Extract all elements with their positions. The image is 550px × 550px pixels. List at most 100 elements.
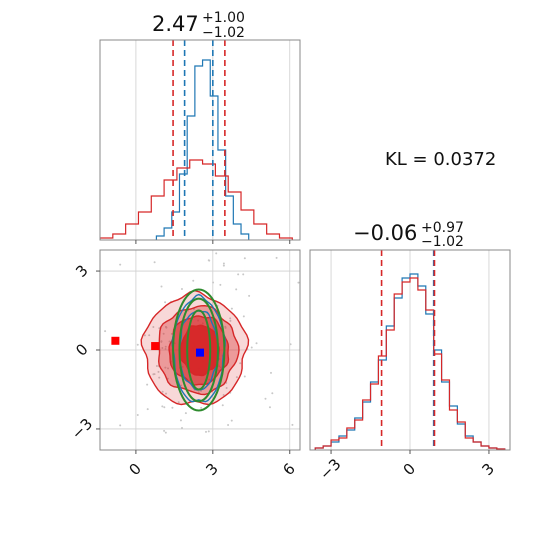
sample-point: [143, 334, 146, 337]
sample-point: [153, 373, 156, 376]
sample-point: [231, 237, 233, 239]
title-param1-median: 2.47: [152, 12, 199, 36]
sample-point: [207, 259, 210, 262]
sample-point: [269, 371, 272, 374]
sample-point: [222, 262, 225, 265]
sample-point: [181, 426, 184, 429]
sample-point: [227, 424, 230, 427]
sample-point: [180, 288, 183, 291]
sample-point: [250, 346, 253, 349]
sample-point: [157, 370, 160, 373]
sample-point: [146, 383, 149, 386]
sample-point: [289, 343, 292, 346]
sample-point: [168, 340, 171, 343]
sample-point: [164, 431, 167, 434]
marginal-histogram-param2: −3 0 3: [309, 249, 511, 483]
sample-point: [164, 345, 167, 348]
sample-point: [163, 406, 166, 409]
sample-point: [160, 285, 163, 288]
sample-point: [148, 334, 151, 337]
sample-point: [184, 412, 187, 415]
sample-point: [119, 263, 122, 266]
point-marker-0: [111, 336, 120, 345]
sample-point: [202, 451, 204, 453]
marginal-histogram-param1: [99, 39, 301, 244]
sample-point: [197, 391, 200, 394]
sample-point: [248, 294, 251, 297]
sample-point: [162, 332, 165, 335]
sample-point: [237, 273, 240, 276]
sample-point: [104, 330, 107, 333]
y-tick-label: 3: [72, 261, 91, 280]
sample-point: [242, 273, 245, 276]
sample-point: [136, 343, 139, 346]
sample-point: [255, 342, 258, 345]
sample-point: [235, 376, 238, 379]
y-tick-label: 0: [72, 340, 91, 359]
sample-point: [204, 430, 207, 433]
sample-point: [161, 347, 164, 350]
sample-point: [160, 340, 163, 343]
sample-point: [175, 184, 177, 186]
x-tick-label: 6: [279, 460, 298, 479]
sample-point: [163, 429, 166, 432]
title-param1-upper: +1.00: [202, 10, 245, 26]
x-tick-label: 0: [400, 460, 419, 479]
histogram-area: [314, 250, 506, 450]
sample-point: [232, 247, 234, 249]
sample-point: [229, 319, 232, 322]
histogram-area: [100, 40, 293, 240]
sample-point: [119, 424, 122, 427]
point-marker-2: [196, 348, 204, 357]
sample-point: [243, 257, 246, 260]
sample-point: [165, 326, 168, 329]
sample-point: [225, 387, 228, 390]
sample-point: [235, 288, 238, 291]
y-tick-label: −3: [68, 415, 96, 443]
sample-point: [155, 364, 158, 367]
title-param2-median: −0.06: [353, 221, 417, 245]
x-tick-label: 3: [202, 460, 221, 479]
x-tick-label: 0: [125, 460, 144, 479]
sample-point: [192, 279, 195, 282]
sample-point: [161, 405, 164, 408]
title-param2-lower: −1.02: [421, 234, 464, 250]
sample-point: [165, 392, 168, 395]
joint-contour-panel: 0 3 6 −3 0 3: [68, 184, 301, 479]
sample-point: [161, 390, 164, 393]
sample-point: [239, 362, 242, 365]
sample-point: [146, 408, 149, 411]
kl-divergence-label: KL = 0.0372: [385, 149, 496, 170]
sample-point: [222, 264, 225, 267]
green-ellipse-0: [172, 288, 226, 412]
sample-point: [229, 317, 232, 320]
sample-point: [215, 252, 218, 255]
sample-point: [243, 375, 246, 378]
sample-point: [136, 413, 139, 416]
histogram-series-1: [100, 159, 293, 240]
axes-frame: [99, 39, 301, 241]
sample-point: [230, 419, 233, 422]
x-tick-label: 3: [479, 460, 498, 479]
sample-point: [158, 376, 161, 379]
green-ellipse-2: [186, 309, 212, 391]
histogram-series-1: [314, 277, 506, 450]
sample-point: [200, 406, 203, 409]
sample-point: [112, 203, 114, 205]
title-param2: −0.06 +0.97 −1.02: [353, 220, 464, 250]
sample-point: [222, 393, 225, 396]
sample-point: [153, 261, 156, 264]
sample-point: [164, 366, 167, 369]
sample-point: [219, 283, 222, 286]
title-param1: 2.47 +1.00 −1.02: [152, 10, 245, 41]
sample-point: [167, 367, 170, 370]
sample-point: [170, 332, 173, 335]
sample-point: [230, 307, 233, 310]
sample-point: [242, 315, 245, 318]
x-tick-label: −3: [316, 455, 344, 483]
sample-point: [271, 392, 274, 395]
green-ellipse-1: [178, 297, 219, 403]
sample-point: [164, 348, 167, 351]
point-marker-1: [151, 342, 160, 351]
